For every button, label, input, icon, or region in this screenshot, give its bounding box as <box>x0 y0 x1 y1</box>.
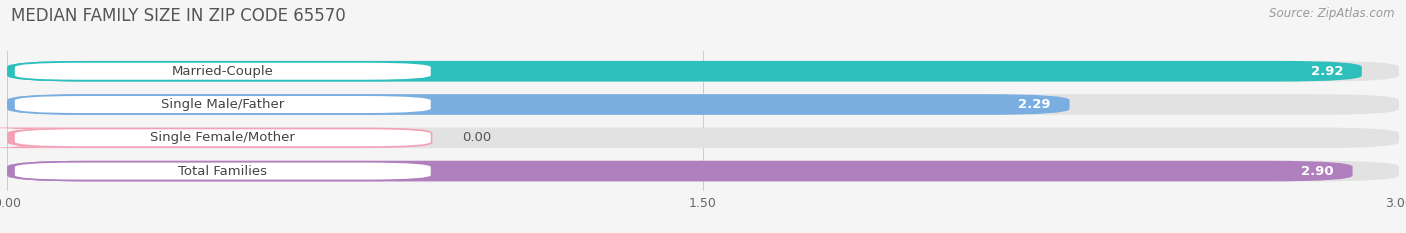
Text: Total Families: Total Families <box>179 164 267 178</box>
Text: 2.90: 2.90 <box>1302 164 1334 178</box>
FancyBboxPatch shape <box>14 62 432 81</box>
FancyBboxPatch shape <box>7 61 1362 82</box>
Text: MEDIAN FAMILY SIZE IN ZIP CODE 65570: MEDIAN FAMILY SIZE IN ZIP CODE 65570 <box>11 7 346 25</box>
FancyBboxPatch shape <box>14 128 432 147</box>
FancyBboxPatch shape <box>0 127 90 148</box>
Text: Married-Couple: Married-Couple <box>172 65 274 78</box>
Text: 0.00: 0.00 <box>461 131 491 144</box>
FancyBboxPatch shape <box>7 61 1399 82</box>
Text: Single Male/Father: Single Male/Father <box>162 98 284 111</box>
FancyBboxPatch shape <box>7 94 1070 115</box>
FancyBboxPatch shape <box>14 95 432 114</box>
FancyBboxPatch shape <box>7 161 1399 182</box>
Text: Source: ZipAtlas.com: Source: ZipAtlas.com <box>1270 7 1395 20</box>
FancyBboxPatch shape <box>7 127 1399 148</box>
FancyBboxPatch shape <box>14 162 432 180</box>
Text: 2.92: 2.92 <box>1310 65 1343 78</box>
Text: Single Female/Mother: Single Female/Mother <box>150 131 295 144</box>
FancyBboxPatch shape <box>7 94 1399 115</box>
FancyBboxPatch shape <box>7 161 1353 182</box>
Text: 2.29: 2.29 <box>1018 98 1050 111</box>
